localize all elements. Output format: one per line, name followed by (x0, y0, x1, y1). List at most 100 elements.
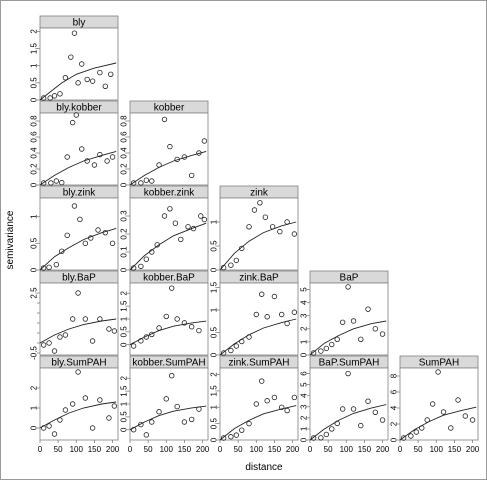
data-point (69, 316, 76, 322)
x-tick-label: 150 (268, 445, 282, 454)
data-point (59, 248, 65, 255)
y-tick-label: 1.5 (120, 300, 129, 312)
data-point (161, 116, 168, 123)
data-point (84, 158, 90, 164)
panel-title: kobber.SumPAH (132, 358, 205, 369)
data-point (233, 343, 240, 349)
data-point (455, 397, 461, 403)
y-tick-label: 0 (300, 437, 309, 442)
data-point (196, 406, 202, 412)
panel-title: bly (73, 18, 86, 29)
data-point (233, 432, 240, 438)
data-point (108, 71, 114, 77)
data-point (262, 214, 269, 220)
panel-plot-area (39, 27, 119, 101)
x-tick-label: 200 (106, 445, 120, 454)
data-point (75, 80, 81, 86)
y-tick-label: 0 (30, 182, 39, 187)
data-point (408, 433, 414, 439)
data-point (329, 341, 335, 348)
data-point (156, 162, 162, 168)
data-point (48, 180, 54, 186)
panel-plot-area (129, 282, 209, 356)
data-point (82, 316, 89, 322)
data-point (178, 236, 184, 243)
data-point (339, 319, 346, 325)
data-point (400, 435, 407, 441)
data-point (97, 397, 103, 403)
data-point (161, 213, 168, 219)
data-point (185, 224, 191, 230)
y-tick-label: 1 (30, 63, 39, 68)
y-tick-label: 1 (120, 316, 129, 321)
data-point (143, 432, 150, 438)
y-tick-label: 0 (390, 437, 399, 442)
data-point (174, 156, 180, 163)
y-tick-label: 1.5 (30, 42, 39, 54)
y-tick-label: 1 (300, 426, 309, 431)
data-point (149, 249, 155, 255)
panel-title: zink (250, 188, 269, 199)
data-point (172, 220, 179, 226)
data-point (138, 180, 144, 186)
panel-title: BaP.SumPAH (319, 358, 380, 369)
y-tick-label: 1 (210, 404, 219, 409)
data-point (149, 419, 155, 425)
y-tick-label: 1.5 (210, 281, 219, 293)
data-point (284, 320, 290, 327)
data-point (130, 180, 137, 186)
data-point (284, 407, 290, 414)
data-point (239, 245, 245, 252)
data-point (277, 228, 283, 235)
y-tick-label: 1.5 (120, 385, 129, 397)
y-tick-label: 2 (120, 291, 129, 296)
fitted-curve (399, 406, 477, 441)
data-point (68, 54, 74, 60)
data-point (435, 369, 441, 375)
data-point (51, 93, 58, 99)
panel-title: SumPAH (419, 358, 459, 369)
data-point (246, 224, 252, 230)
fitted-curve (39, 62, 117, 101)
data-point (379, 331, 386, 337)
data-point (143, 256, 150, 262)
data-point (228, 434, 234, 440)
y-tick-label: 8 (390, 373, 399, 378)
data-point (149, 331, 155, 338)
panel-plot-area (399, 367, 479, 441)
data-point (79, 61, 85, 67)
fitted-curve (309, 404, 387, 441)
data-point (62, 332, 69, 338)
data-point (291, 309, 298, 315)
data-point (95, 227, 101, 233)
panel-title: kobber (154, 103, 185, 114)
data-point (163, 396, 169, 402)
x-tick-label: 50 (234, 445, 243, 454)
y-tick-label: 0.5 (210, 326, 219, 338)
panel-title: kobber.BaP (143, 273, 195, 284)
data-point (372, 409, 379, 416)
data-point (53, 178, 60, 184)
x-tick-label: 150 (448, 445, 462, 454)
x-tick-label: 200 (286, 445, 300, 454)
data-point (69, 401, 76, 407)
data-point (201, 216, 208, 223)
x-tick-label: 0 (308, 445, 313, 454)
data-point (239, 427, 245, 433)
data-point (190, 225, 197, 232)
data-point (77, 216, 83, 223)
panel-plot-area (219, 367, 299, 441)
data-point (269, 224, 276, 230)
fitted-curve (39, 318, 117, 344)
x-tick-label: 100 (430, 445, 444, 454)
x-tick-label: 50 (414, 445, 423, 454)
data-point (130, 427, 137, 433)
data-point (259, 291, 265, 297)
data-point (448, 425, 454, 431)
data-point (130, 265, 137, 271)
data-point (102, 229, 109, 236)
y-tick-label: 0.3 (120, 210, 129, 222)
data-point (323, 345, 330, 352)
panel-title: bly.kobber (56, 103, 102, 114)
data-point (149, 178, 155, 184)
